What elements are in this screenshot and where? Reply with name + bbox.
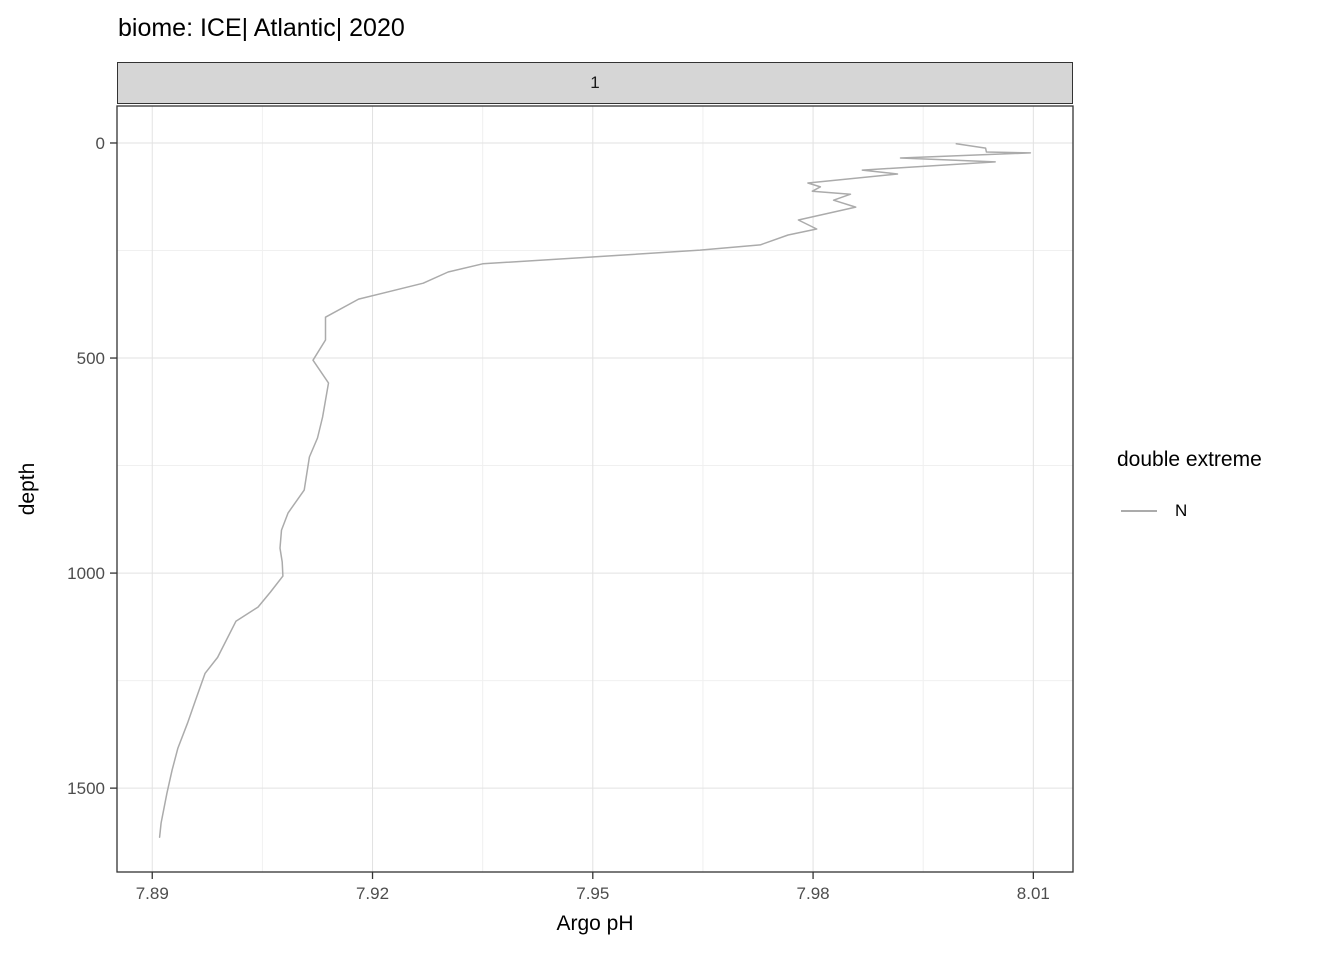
- x-tick-label: 7.98: [797, 884, 830, 903]
- legend-entry-label: N: [1175, 501, 1188, 520]
- x-tick-label: 7.92: [356, 884, 389, 903]
- y-tick-label: 0: [96, 134, 105, 153]
- y-tick-label: 1000: [67, 564, 105, 583]
- y-tick-label: 1500: [67, 779, 105, 798]
- legend-entry: N: [1117, 500, 1262, 522]
- x-tick-label: 8.01: [1017, 884, 1050, 903]
- y-tick-label: 500: [77, 349, 105, 368]
- facet-strip-label: 1: [590, 73, 600, 92]
- x-tick-label: 7.89: [136, 884, 169, 903]
- legend: double extreme N: [1117, 448, 1262, 522]
- chart-title: biome: ICE| Atlantic| 2020: [118, 14, 405, 42]
- facet-strip: 1: [117, 62, 1073, 104]
- x-tick-label: 7.95: [576, 884, 609, 903]
- legend-title: double extreme: [1117, 448, 1262, 471]
- profile-line: [158, 143, 1032, 838]
- y-axis-title: depth: [16, 462, 39, 516]
- legend-key-line-icon: [1121, 510, 1157, 512]
- panel-border: [116, 105, 1074, 873]
- x-axis-title: Argo pH: [556, 912, 634, 935]
